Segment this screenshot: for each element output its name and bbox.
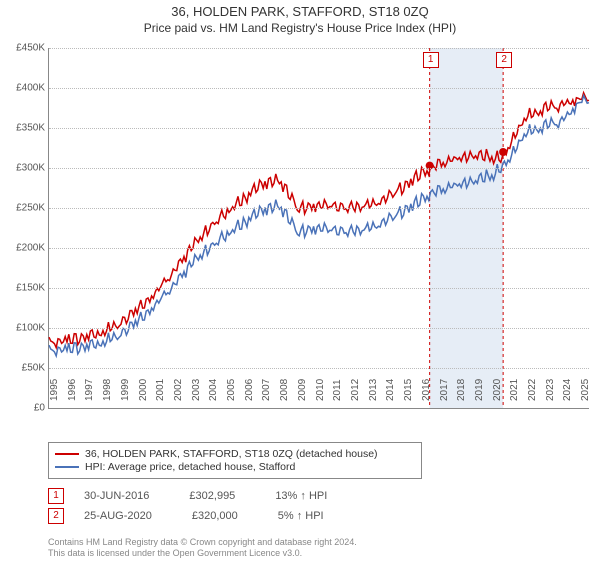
y-axis-tick: £250K bbox=[1, 203, 45, 214]
y-axis-tick: £0 bbox=[1, 403, 45, 414]
sale-price: £302,995 bbox=[189, 490, 235, 502]
legend-swatch bbox=[55, 466, 79, 468]
footer-line2: This data is licensed under the Open Gov… bbox=[48, 548, 302, 558]
x-axis-tick: 2017 bbox=[439, 379, 450, 401]
sale-row: 1 30-JUN-2016 £302,995 13% ↑ HPI bbox=[48, 488, 578, 504]
sale-date: 25-AUG-2020 bbox=[84, 510, 152, 522]
x-axis-tick: 2019 bbox=[474, 379, 485, 401]
sale-delta: 13% ↑ HPI bbox=[275, 490, 327, 502]
x-axis-tick: 2011 bbox=[332, 379, 343, 401]
x-axis-tick: 1999 bbox=[120, 379, 131, 401]
x-axis-tick: 2006 bbox=[244, 379, 255, 401]
y-axis-tick: £50K bbox=[1, 363, 45, 374]
gridline bbox=[49, 168, 589, 169]
x-axis-tick: 2020 bbox=[492, 379, 503, 401]
gridline bbox=[49, 288, 589, 289]
plot-area: £0£50K£100K£150K£200K£250K£300K£350K£400… bbox=[48, 48, 589, 409]
sale-marker-2: 2 bbox=[496, 52, 512, 68]
chart-subtitle: Price paid vs. HM Land Registry's House … bbox=[0, 21, 600, 35]
sale-date: 30-JUN-2016 bbox=[84, 490, 149, 502]
series-line bbox=[49, 96, 589, 356]
x-axis-tick: 2012 bbox=[350, 379, 361, 401]
x-axis-tick: 2015 bbox=[403, 379, 414, 401]
gridline bbox=[49, 248, 589, 249]
sale-row-marker: 2 bbox=[48, 508, 64, 524]
gridline bbox=[49, 128, 589, 129]
y-axis-tick: £400K bbox=[1, 83, 45, 94]
legend-item: 36, HOLDEN PARK, STAFFORD, ST18 0ZQ (det… bbox=[55, 448, 415, 460]
x-axis-tick: 2023 bbox=[545, 379, 556, 401]
x-axis-tick: 2003 bbox=[191, 379, 202, 401]
sale-delta: 5% ↑ HPI bbox=[278, 510, 324, 522]
x-axis-tick: 2013 bbox=[368, 379, 379, 401]
x-axis-tick: 2018 bbox=[456, 379, 467, 401]
legend-box: 36, HOLDEN PARK, STAFFORD, ST18 0ZQ (det… bbox=[48, 442, 422, 479]
x-axis-tick: 2002 bbox=[173, 379, 184, 401]
gridline bbox=[49, 328, 589, 329]
x-axis-tick: 2004 bbox=[208, 379, 219, 401]
chart-svg bbox=[49, 48, 589, 408]
y-axis-tick: £200K bbox=[1, 243, 45, 254]
x-axis-tick: 2025 bbox=[580, 379, 591, 401]
legend-label: 36, HOLDEN PARK, STAFFORD, ST18 0ZQ (det… bbox=[85, 448, 378, 460]
x-axis-tick: 2005 bbox=[226, 379, 237, 401]
x-axis-tick: 2024 bbox=[562, 379, 573, 401]
sale-row: 2 25-AUG-2020 £320,000 5% ↑ HPI bbox=[48, 508, 578, 524]
x-axis-tick: 1998 bbox=[102, 379, 113, 401]
x-axis-tick: 1995 bbox=[49, 379, 60, 401]
footer-line1: Contains HM Land Registry data © Crown c… bbox=[48, 537, 357, 547]
y-axis-tick: £450K bbox=[1, 43, 45, 54]
x-axis-tick: 1996 bbox=[67, 379, 78, 401]
x-axis-tick: 2001 bbox=[155, 379, 166, 401]
legend-item: HPI: Average price, detached house, Staf… bbox=[55, 461, 415, 473]
gridline bbox=[49, 368, 589, 369]
x-axis-tick: 2021 bbox=[509, 379, 520, 401]
x-axis-tick: 2022 bbox=[527, 379, 538, 401]
legend-label: HPI: Average price, detached house, Staf… bbox=[85, 461, 295, 473]
chart-title: 36, HOLDEN PARK, STAFFORD, ST18 0ZQ bbox=[0, 4, 600, 19]
x-axis-tick: 2007 bbox=[261, 379, 272, 401]
footer-attribution: Contains HM Land Registry data © Crown c… bbox=[48, 537, 578, 560]
x-axis-tick: 2014 bbox=[385, 379, 396, 401]
sale-price: £320,000 bbox=[192, 510, 238, 522]
gridline bbox=[49, 88, 589, 89]
y-axis-tick: £150K bbox=[1, 283, 45, 294]
x-axis-tick: 2009 bbox=[297, 379, 308, 401]
x-axis-tick: 2000 bbox=[138, 379, 149, 401]
gridline bbox=[49, 48, 589, 49]
legend-swatch bbox=[55, 453, 79, 455]
y-axis-tick: £300K bbox=[1, 163, 45, 174]
sale-marker-1: 1 bbox=[423, 52, 439, 68]
y-axis-tick: £100K bbox=[1, 323, 45, 334]
sale-row-marker: 1 bbox=[48, 488, 64, 504]
y-axis-tick: £350K bbox=[1, 123, 45, 134]
x-axis-tick: 1997 bbox=[84, 379, 95, 401]
sales-table: 1 30-JUN-2016 £302,995 13% ↑ HPI 2 25-AUG-202… bbox=[48, 484, 578, 524]
x-axis-tick: 2016 bbox=[421, 379, 432, 401]
series-line bbox=[49, 93, 589, 348]
x-axis-tick: 2010 bbox=[315, 379, 326, 401]
gridline bbox=[49, 208, 589, 209]
chart-container: 36, HOLDEN PARK, STAFFORD, ST18 0ZQ Pric… bbox=[0, 4, 600, 564]
sale-point bbox=[499, 148, 507, 156]
x-axis-tick: 2008 bbox=[279, 379, 290, 401]
